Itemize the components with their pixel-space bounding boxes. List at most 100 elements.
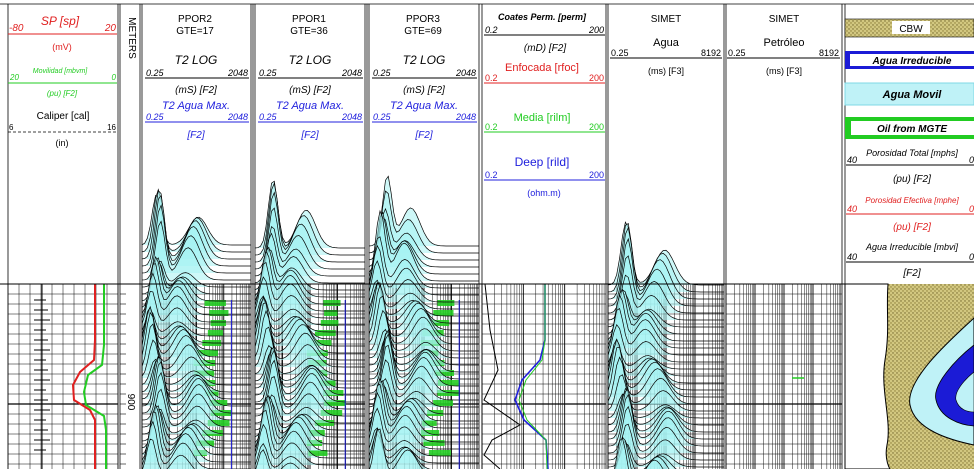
pt-min: 40 xyxy=(847,155,857,165)
ppor1-wave-fill-33 xyxy=(255,449,300,469)
ppor2-wave-line-19 xyxy=(141,339,251,379)
ppor3-wave-fill-0 xyxy=(369,176,479,246)
ppor1-wave-line-32 xyxy=(254,443,309,469)
ppor1-wave-line-4 xyxy=(254,225,365,277)
ppor3-wave-line-28 xyxy=(368,392,479,443)
ppor3-wave-line-33 xyxy=(369,428,423,469)
oil-box xyxy=(851,121,974,135)
simet-agua-wave-line-7 xyxy=(607,289,724,335)
ppor2-wave-fill-28 xyxy=(142,409,251,441)
ppor3-green-bin-1 xyxy=(433,310,454,316)
rild-title: Deep [rild] xyxy=(515,155,570,169)
ppor3-wave-line-20 xyxy=(368,333,479,387)
ppor2-wave-line-12 xyxy=(141,290,251,330)
rild-unit: (ohm.m) xyxy=(527,188,561,198)
ppor3-wave-fill-13 xyxy=(369,285,479,337)
ppor2-wave-fill-8 xyxy=(142,257,251,301)
simet-agua-wave-line-11 xyxy=(607,323,724,363)
ppor2-green-bin-3 xyxy=(207,330,223,336)
simet-petroleo-header: SIMET Petróleo 0.25 8192 (ms) [F3] xyxy=(727,14,840,76)
simet-agua-wave-fill-22 xyxy=(608,389,724,439)
rilm-max: 200 xyxy=(589,122,604,132)
pt-title: Porosidad Total [mphs] xyxy=(866,148,958,158)
ppor2-wave-line-6 xyxy=(141,260,251,288)
simet-agua-wave-fill-21 xyxy=(608,388,724,432)
ppor3-max-title: T2 Agua Max. xyxy=(390,100,458,112)
simet-agua-wave-line-26 xyxy=(607,442,724,468)
ppor2-wave-line-13 xyxy=(141,309,251,337)
ppor1-green-bin-15 xyxy=(308,450,328,456)
ppor1-green-bin-11 xyxy=(320,410,343,416)
ppor3-green-bin-13 xyxy=(420,430,440,436)
ppor1-wave-line-2 xyxy=(254,191,365,263)
simet-agua-wave-fill-19 xyxy=(608,394,724,418)
simet-agua-wave-line-10 xyxy=(607,308,724,356)
ppor1-wave-line-28 xyxy=(254,395,365,445)
simet-agua-max: 8192 xyxy=(701,48,721,58)
ppor1-t2-min: 0.25 xyxy=(259,68,278,78)
ppor2-wave-line-5 xyxy=(141,220,251,281)
simet-agua-wave-fill-24 xyxy=(608,406,724,453)
ppor3-wave-fill-28 xyxy=(369,393,479,442)
simet-agua-title: SIMET xyxy=(651,14,682,25)
ppor1-max-max: 2048 xyxy=(341,112,362,122)
ppor2-green-bin-5 xyxy=(196,350,218,356)
ppor1-max-min: 0.25 xyxy=(259,112,278,122)
ppor3-wave-line-9 xyxy=(368,279,479,310)
ppor2-wave-line-8 xyxy=(141,257,251,302)
ppor3-wave-line-30 xyxy=(368,427,479,457)
caliper-title: Caliper [cal] xyxy=(37,111,90,122)
pe-unit: (pu) [F2] xyxy=(893,222,931,233)
ppor2-wave-line-15 xyxy=(141,306,251,351)
ppor2-header: PPOR2 GTE=17 T2 LOG 0.25 2048 (mS) [F2] … xyxy=(145,14,249,141)
ppor3-max-unit: [F2] xyxy=(414,130,432,141)
ppor3-gte: GTE=69 xyxy=(404,26,442,37)
porosity-track-header: CBW Agua Irreducible Agua Movil Oil from… xyxy=(844,18,974,279)
ppor2-green-bin-12 xyxy=(207,420,230,426)
ppor1-wave-line-21 xyxy=(254,346,365,396)
ppor3-wave-line-25 xyxy=(368,380,479,422)
simet-agua-wave-fill-9 xyxy=(608,295,724,348)
ppor3-wave-fill-27 xyxy=(369,384,479,435)
ppor1-wave-fill-3 xyxy=(255,208,365,269)
ppor2-wave-line-17 xyxy=(141,311,251,365)
ai-min: 40 xyxy=(847,252,857,262)
ppor1-green-bin-0 xyxy=(323,300,341,306)
ppor2-green-bin-0 xyxy=(204,300,226,306)
ppor2-wave-line-26 xyxy=(141,388,251,428)
ppor3-green-bin-10 xyxy=(433,400,453,406)
ppor3-wave-fill-6 xyxy=(369,236,479,288)
ppor2-wave-fill-14 xyxy=(142,311,251,343)
rilm-title: Media [rilm] xyxy=(514,112,571,124)
ppor2-green-bin-2 xyxy=(210,320,227,326)
ppor2-wave-fill-3 xyxy=(142,195,251,266)
ppor3-wave-line-4 xyxy=(368,211,479,275)
simet-agua-min: 0.25 xyxy=(611,48,629,58)
simet-agua-wave-line-23 xyxy=(607,393,724,447)
simet-petroleo-min: 0.25 xyxy=(728,48,746,58)
ppor1-wave-fill-10 xyxy=(255,277,365,318)
ppor2-wave-line-1 xyxy=(141,188,251,253)
ppor3-green-bin-15 xyxy=(428,450,451,456)
track1-header: -80 SP [sp] 20 (mV) Movilidad [mbvm] 20 … xyxy=(8,14,117,148)
sp-title: SP [sp] xyxy=(41,14,80,28)
ppor3-wave-line-21 xyxy=(368,344,479,394)
ppor3-wave-line-26 xyxy=(368,377,479,429)
agua-movil-inner xyxy=(955,371,974,413)
ppor3-wave-line-23 xyxy=(368,378,479,408)
simet-agua-unit: (ms) [F3] xyxy=(648,66,684,76)
ppor3-wave-fill-14 xyxy=(369,296,479,344)
coates-max: 200 xyxy=(588,25,604,35)
rfoc-max: 200 xyxy=(589,73,604,83)
ppor3-wave-line-3 xyxy=(368,217,479,268)
ppor3-wave-line-1 xyxy=(368,190,479,254)
ppor2-wave-line-33 xyxy=(142,438,196,469)
ppor1-wave-line-25 xyxy=(254,394,365,424)
ppor3-wave-fill-30 xyxy=(369,427,479,456)
simet-agua-wave-line-24 xyxy=(607,405,724,454)
track-border-layer xyxy=(0,3,974,469)
ppor1-t2-unit: (mS) [F2] xyxy=(289,85,331,96)
ppor3-t2-max: 2048 xyxy=(455,68,476,78)
ppor1-wave-fill-17 xyxy=(255,327,365,367)
simet-agua-wave-fill-26 xyxy=(608,443,724,467)
